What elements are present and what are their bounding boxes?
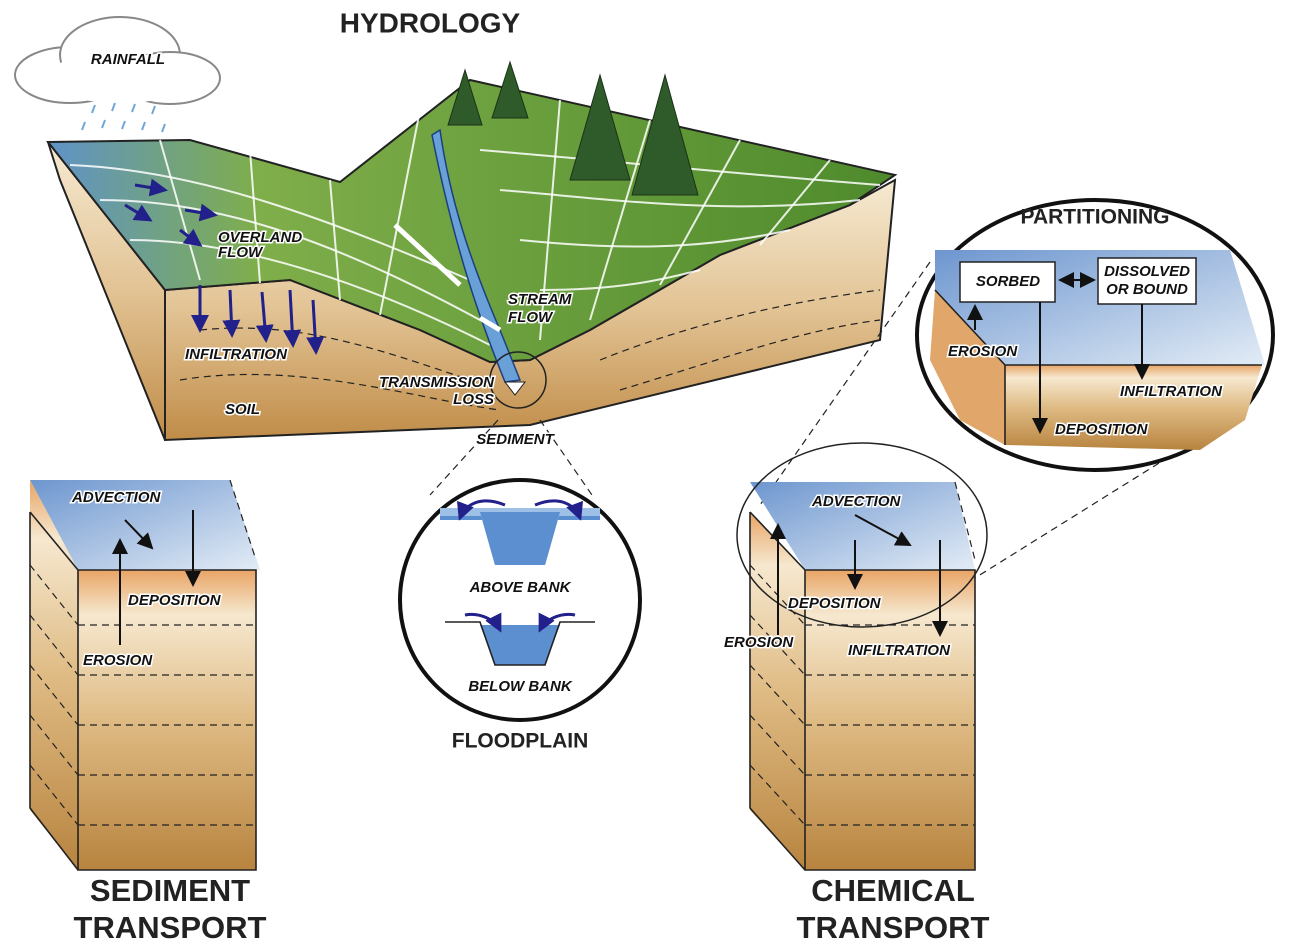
label: EROSION — [948, 343, 1018, 360]
flow-arrow — [538, 612, 576, 633]
flow-arrow — [456, 499, 506, 521]
shape — [30, 480, 78, 870]
dashed-line — [759, 261, 931, 506]
title: TRANSPORT — [797, 910, 990, 945]
label: DEPOSITION — [128, 592, 222, 609]
label: ADVECTION — [811, 493, 902, 510]
shape — [111, 102, 116, 112]
zoom-ellipse — [736, 442, 988, 628]
label: SORBED — [976, 273, 1040, 290]
flow-arrow — [283, 289, 302, 348]
flow-arrow — [255, 291, 274, 343]
title: SEDIMENT — [90, 873, 250, 908]
dashed-line — [539, 419, 593, 496]
flow-arrow — [134, 178, 168, 197]
flow-arrow — [222, 289, 241, 338]
title: PARTITIONING — [1021, 206, 1170, 229]
shape — [131, 103, 136, 113]
shape — [750, 512, 805, 870]
label: INFILTRATION — [185, 346, 288, 363]
arrow — [124, 519, 154, 550]
transmission-arrow — [503, 381, 527, 396]
sorbed-box — [959, 261, 1056, 303]
flow-arrow — [306, 299, 325, 355]
sediment-column — [78, 570, 256, 870]
outline — [29, 511, 257, 871]
flow-arrow — [534, 499, 584, 521]
shape — [750, 482, 975, 570]
below-bank-channel — [480, 625, 560, 665]
shape — [569, 73, 631, 181]
flow-arrow — [179, 228, 203, 247]
overland-arrows — [124, 178, 325, 355]
label: RAINFALL — [91, 51, 165, 68]
title: FLOODPLAIN — [452, 730, 589, 753]
label: ABOVE BANK — [469, 579, 572, 596]
chemical-column — [805, 570, 975, 870]
shape — [447, 68, 483, 126]
label: TRANSMISSION — [379, 374, 495, 391]
dashed-line — [429, 419, 499, 496]
shape — [161, 123, 166, 133]
label: LOSS — [453, 391, 494, 408]
label: FLOW — [508, 309, 554, 326]
label: STREAM — [508, 291, 572, 308]
outline — [749, 511, 976, 871]
flow-arrow — [124, 203, 153, 222]
shape — [480, 512, 560, 565]
shape — [45, 53, 195, 103]
label: SEDIMENT — [476, 431, 555, 448]
label: ADVECTION — [71, 489, 162, 506]
shape — [491, 60, 529, 119]
grid-line — [159, 99, 831, 341]
shape — [81, 121, 86, 131]
label: DEPOSITION — [1055, 421, 1149, 438]
shape — [30, 480, 260, 570]
flow-arrow — [184, 203, 218, 222]
title: TRANSPORT — [74, 910, 267, 945]
outline — [445, 621, 595, 666]
label: SOIL — [225, 401, 260, 418]
shape — [91, 104, 96, 114]
zoom-circle — [489, 351, 547, 409]
shape — [1005, 365, 1262, 450]
shape — [101, 119, 106, 129]
stream-flow-arrow — [393, 223, 502, 333]
arrow — [854, 514, 912, 546]
label: DISSOLVED — [1104, 263, 1190, 280]
flow-arrow — [464, 612, 502, 633]
title: HYDROLOGY — [340, 7, 521, 38]
dissolved-box — [1097, 257, 1197, 305]
shape — [121, 120, 126, 130]
rain — [81, 102, 166, 133]
label: DEPOSITION — [788, 595, 882, 612]
label: OR BOUND — [1106, 281, 1188, 298]
shape — [631, 73, 699, 196]
title: CHEMICAL — [811, 873, 975, 908]
dashed-line — [29, 479, 257, 826]
label: EROSION — [83, 652, 153, 669]
shape — [930, 290, 1005, 445]
trees — [447, 60, 699, 196]
label: INFILTRATION — [848, 642, 951, 659]
shape — [141, 121, 146, 131]
label: INFILTRATION — [1120, 383, 1223, 400]
cloud — [14, 16, 221, 105]
outline — [934, 289, 1262, 445]
label: OVERLAND — [218, 229, 302, 246]
label: EROSION — [724, 634, 794, 651]
floodplain-circle — [398, 478, 642, 722]
label: FLOW — [218, 244, 264, 261]
label: BELOW BANK — [468, 678, 572, 695]
shape — [151, 105, 156, 115]
